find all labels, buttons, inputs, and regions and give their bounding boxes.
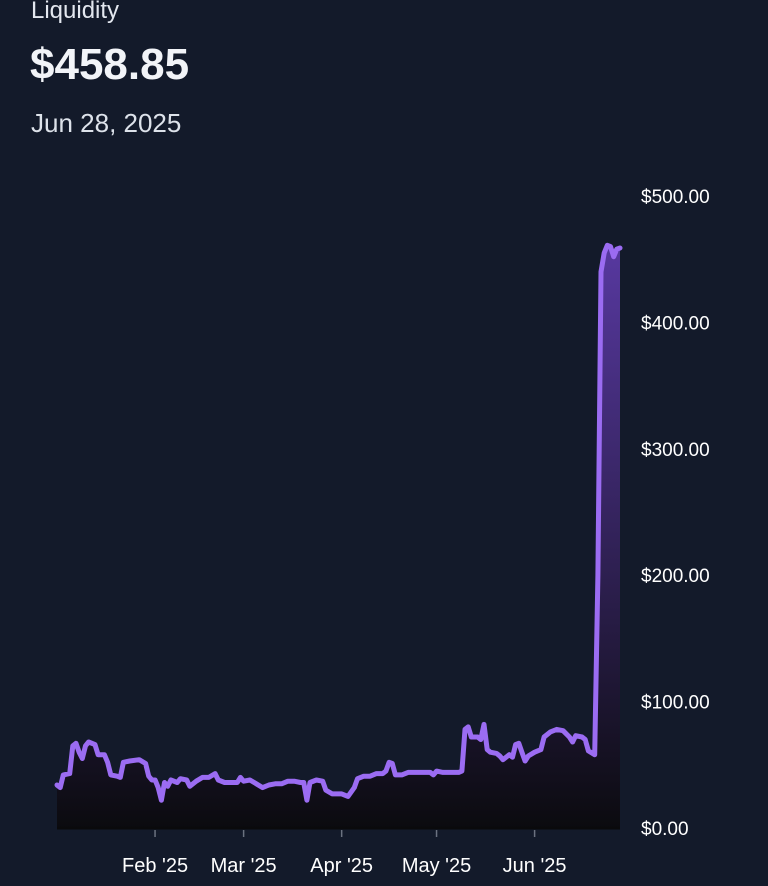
x-tick-label: Mar '25 — [211, 855, 277, 877]
y-tick-label: $0.00 — [641, 819, 689, 840]
x-tick-label: Apr '25 — [310, 855, 373, 877]
metric-label: Liquidity — [31, 0, 120, 24]
x-tick-label: Feb '25 — [122, 855, 188, 877]
selected-date: Jun 28, 2025 — [31, 108, 182, 138]
metric-value: $458.85 — [30, 40, 190, 89]
y-tick-label: $100.00 — [641, 693, 710, 714]
y-tick-label: $300.00 — [641, 440, 710, 461]
area-fill — [57, 245, 620, 829]
series-line — [54, 242, 623, 803]
x-tick-label: May '25 — [402, 855, 471, 877]
x-tick-label: Jun '25 — [503, 855, 567, 877]
y-tick-label: $200.00 — [641, 566, 710, 587]
y-tick-label: $400.00 — [641, 313, 710, 334]
y-tick-label: $500.00 — [641, 187, 710, 208]
